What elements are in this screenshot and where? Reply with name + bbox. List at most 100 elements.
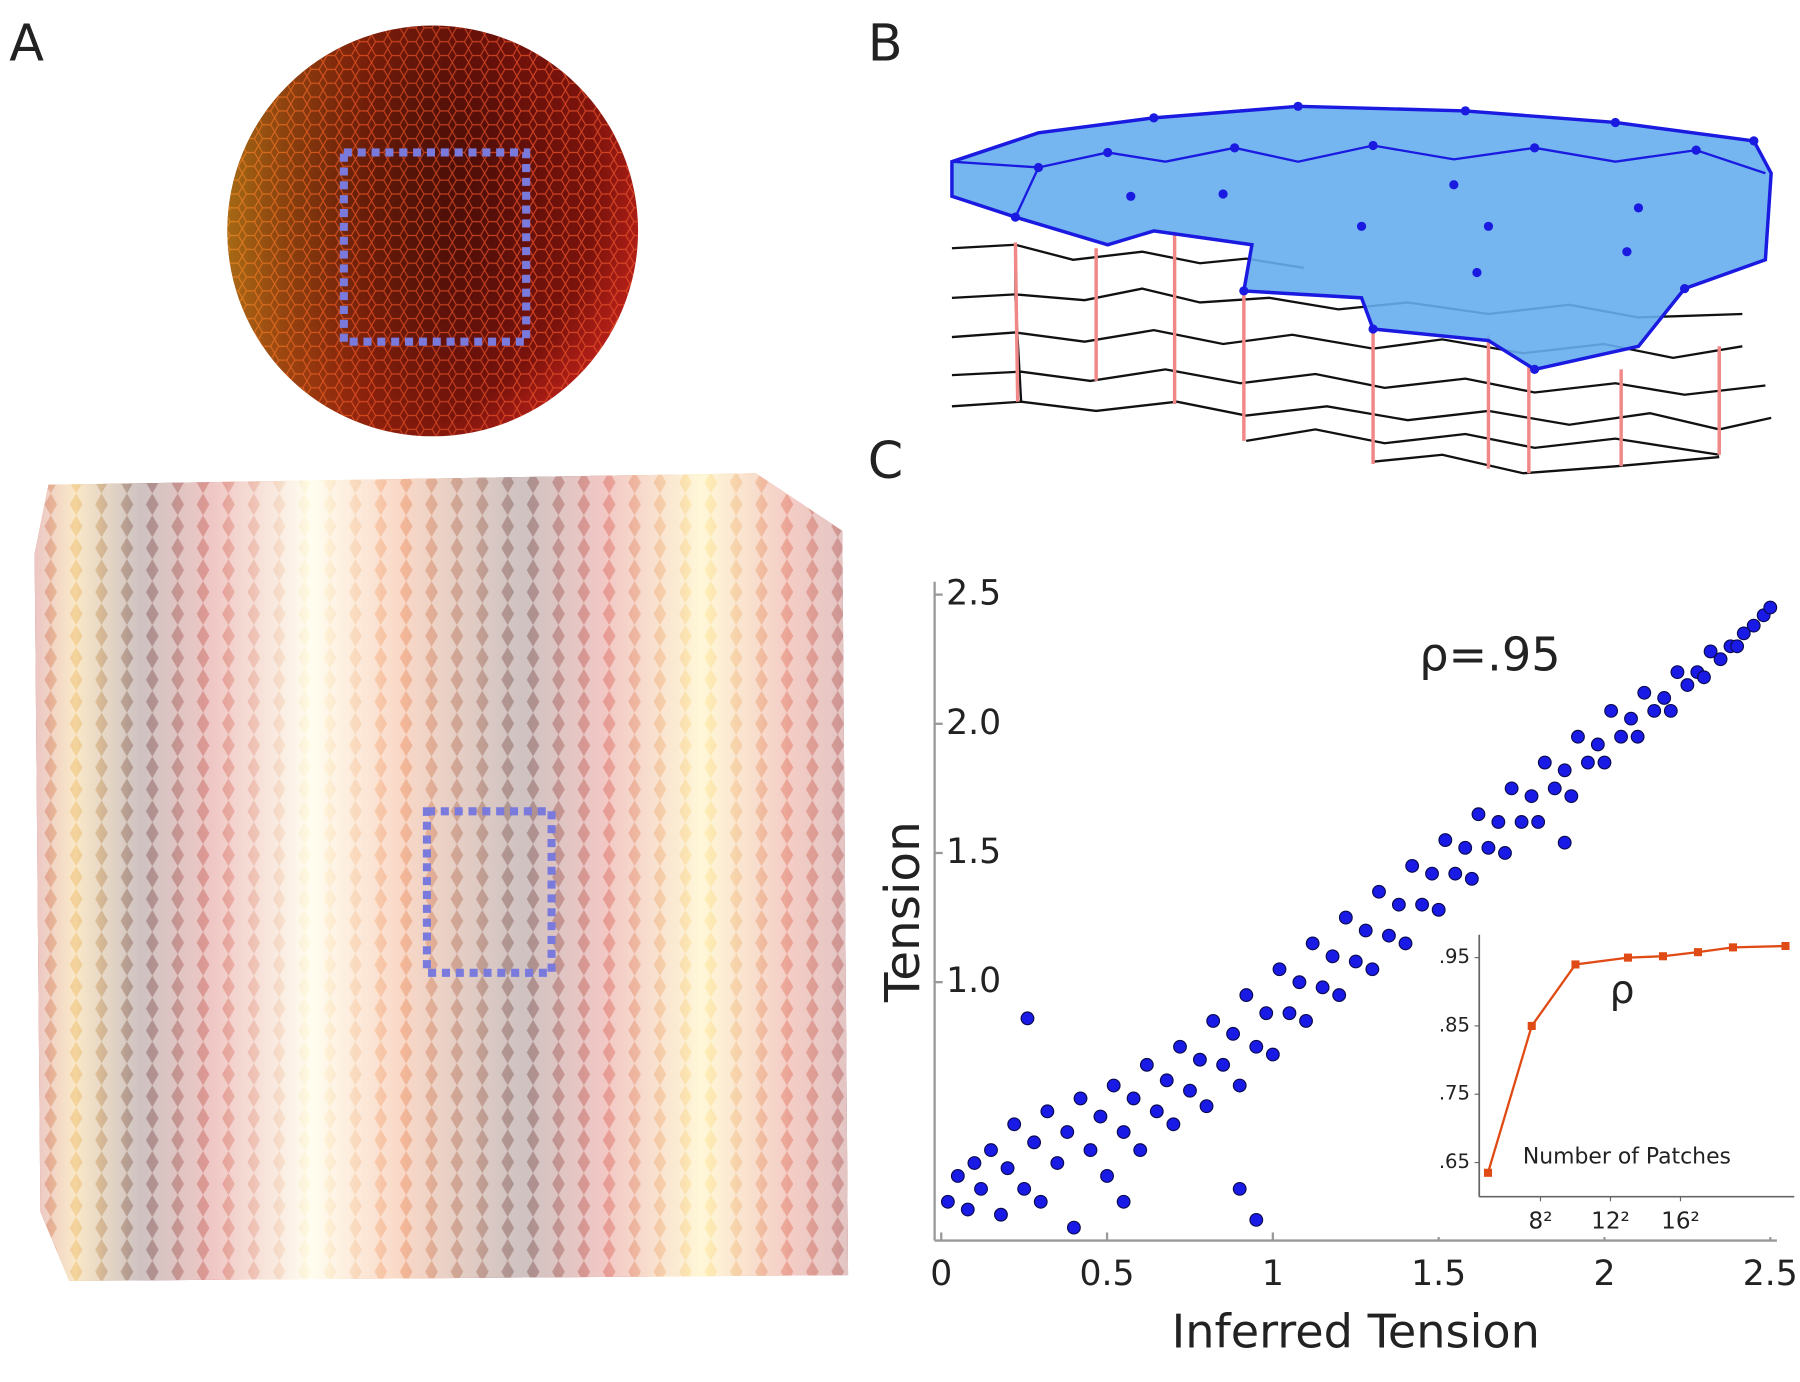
marker [1571, 960, 1580, 969]
point [1637, 685, 1652, 700]
point [1537, 755, 1552, 770]
point [1391, 897, 1406, 912]
point [1590, 737, 1605, 752]
flat-mesh [34, 473, 849, 1281]
point [1332, 988, 1347, 1003]
point [1232, 1181, 1247, 1196]
annotation: ρ [1610, 968, 1635, 1013]
point [1249, 1039, 1264, 1054]
point [1216, 1057, 1231, 1072]
x-tick-label: 0 [930, 1254, 952, 1294]
y-axis-label: Tension [875, 821, 931, 1003]
point [1133, 1143, 1148, 1158]
y-tick-label: .75 [1439, 1082, 1470, 1105]
point [940, 1194, 955, 1209]
point [1703, 644, 1718, 659]
point [1365, 962, 1380, 977]
point [1763, 600, 1778, 615]
x-tick-label: 2 [1593, 1254, 1615, 1294]
marker [1728, 943, 1738, 952]
point [1670, 665, 1685, 680]
point [1173, 1039, 1187, 1054]
point [1504, 781, 1519, 796]
x-tick-label: 0.5 [1080, 1254, 1135, 1294]
point [1149, 1104, 1164, 1119]
point [1348, 954, 1363, 969]
line [1486, 944, 1786, 1174]
y-tick-label: .95 [1439, 945, 1470, 968]
point [1458, 840, 1473, 855]
point [1282, 1006, 1297, 1021]
point [1382, 928, 1396, 943]
point [1239, 988, 1254, 1003]
point [1116, 1125, 1131, 1139]
point [1498, 846, 1512, 860]
point [1226, 1026, 1240, 1041]
point [1624, 711, 1638, 726]
point [1597, 755, 1612, 770]
point [1647, 703, 1662, 718]
point [1066, 1220, 1081, 1235]
point [1083, 1143, 1098, 1158]
point [1514, 815, 1529, 829]
point [1481, 840, 1496, 855]
point [1425, 866, 1439, 881]
x-tick-label: 8² [1529, 1209, 1553, 1235]
x-tick-label: 12² [1591, 1209, 1630, 1235]
point [1007, 1117, 1022, 1132]
point [967, 1156, 982, 1170]
point [1713, 652, 1728, 667]
y-tick-label: 2.5 [946, 574, 1001, 614]
point [1491, 815, 1506, 829]
y-tick-label: 2.0 [946, 703, 1001, 743]
point [1746, 618, 1761, 633]
point [1183, 1083, 1197, 1098]
point [1531, 815, 1546, 829]
point [1630, 729, 1645, 744]
x-tick-label: 1.5 [1411, 1254, 1466, 1294]
point [960, 1202, 975, 1217]
panel-label: C [868, 431, 903, 490]
panel-label: B [868, 13, 903, 72]
x-axis-label: Number of Patches [1523, 1144, 1731, 1169]
marker [1527, 1021, 1536, 1030]
point [984, 1143, 998, 1158]
x-tick-label: 2.5 [1743, 1254, 1798, 1294]
y-tick-label: .65 [1439, 1150, 1470, 1173]
point [1106, 1078, 1121, 1093]
point [974, 1181, 988, 1196]
y-tick-label: 1.0 [946, 961, 1001, 1001]
point [1000, 1161, 1015, 1176]
point [1415, 897, 1430, 912]
point [1372, 884, 1386, 899]
point [1232, 1078, 1247, 1093]
mesh-diagram [950, 101, 1773, 475]
point [1126, 1091, 1141, 1106]
point [1017, 1181, 1032, 1196]
point [1604, 703, 1619, 718]
marker [1781, 941, 1790, 951]
point [1249, 1212, 1264, 1227]
point [1697, 670, 1711, 685]
point [1305, 936, 1320, 951]
point [1292, 975, 1307, 990]
point [1680, 678, 1695, 692]
marker [1693, 948, 1703, 957]
point [1358, 923, 1373, 938]
point [1448, 866, 1463, 881]
y-tick-label: 1.5 [946, 832, 1001, 872]
point [1398, 936, 1413, 951]
point [1564, 789, 1579, 804]
point [1524, 789, 1539, 804]
point [1431, 902, 1446, 917]
point [1020, 1011, 1035, 1026]
point [1580, 755, 1595, 770]
inset-bg [1433, 929, 1797, 1238]
x-tick-label: 1 [1262, 1254, 1284, 1294]
point [1027, 1135, 1042, 1150]
point [1736, 626, 1751, 641]
point [1557, 763, 1572, 778]
point [1438, 833, 1453, 847]
point [1265, 1047, 1280, 1062]
x-axis-label: Inferred Tension [1172, 1305, 1540, 1359]
